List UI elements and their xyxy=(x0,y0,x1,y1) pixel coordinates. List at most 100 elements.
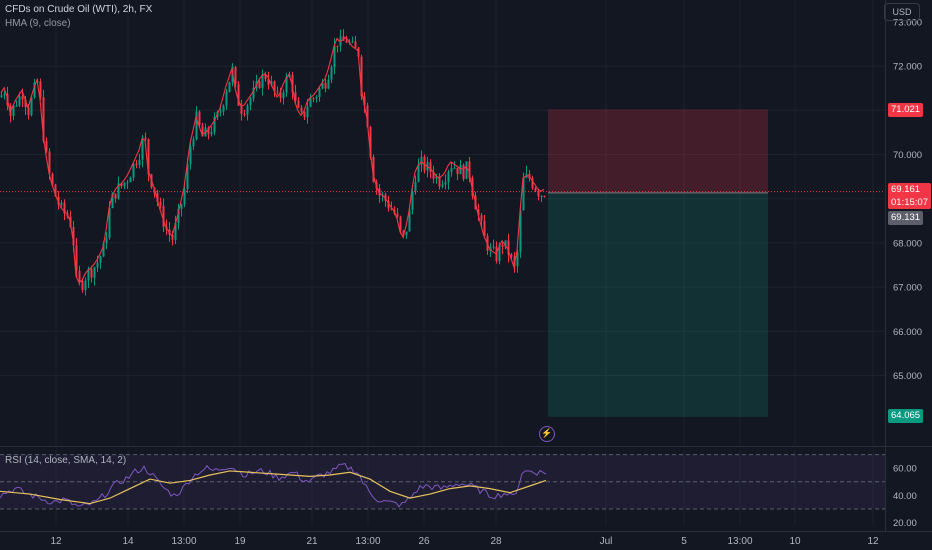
candle-body xyxy=(78,271,81,282)
candle-body xyxy=(390,208,393,210)
candle-body xyxy=(81,281,84,291)
last-price-value: 69.161 xyxy=(891,184,921,195)
candle-body xyxy=(24,99,27,108)
candle-body xyxy=(138,159,141,165)
time-axis-label: 13:00 xyxy=(355,536,380,547)
candle-body xyxy=(147,138,150,175)
rsi-axis-label: 20.00 xyxy=(893,518,917,529)
candle-body xyxy=(180,204,183,209)
candle-body xyxy=(531,178,534,188)
candle-body xyxy=(234,66,237,85)
candle-body xyxy=(519,210,522,252)
candle-body xyxy=(480,215,483,221)
candle-body xyxy=(423,156,426,171)
candle-body xyxy=(210,132,213,135)
candle-body xyxy=(360,56,363,97)
candle-body xyxy=(75,245,78,272)
candle-body xyxy=(93,267,96,278)
candle-body xyxy=(141,137,144,160)
candle-body xyxy=(267,79,270,85)
candle-body xyxy=(72,227,75,246)
time-axis-label: 26 xyxy=(418,536,430,547)
candle-body xyxy=(453,167,456,169)
candle-body xyxy=(30,97,33,116)
candle-body xyxy=(384,194,387,201)
time-axis-label: 13:00 xyxy=(171,536,196,547)
candle-body xyxy=(246,105,249,115)
candle-body xyxy=(123,182,126,187)
candle-body xyxy=(318,88,321,98)
candle-body xyxy=(303,111,306,118)
candle-body xyxy=(309,98,312,107)
rsi-legend[interactable]: RSI (14, close, SMA, 14, 2) xyxy=(5,455,127,466)
candle-body xyxy=(372,157,375,182)
candle-body xyxy=(327,79,330,89)
target-price-tag: 64.065 xyxy=(888,409,924,423)
candle-body xyxy=(102,243,105,257)
take-profit-zone xyxy=(548,192,768,417)
rsi-ma-line xyxy=(0,470,547,505)
candle-body xyxy=(516,251,519,267)
symbol-legend[interactable]: CFDs on Crude Oil (WTI), 2h, FX xyxy=(5,4,153,15)
candle-body xyxy=(195,111,198,140)
candle-body xyxy=(444,182,447,185)
candle-body xyxy=(237,84,240,106)
entry-price-tag: 69.131 xyxy=(888,211,924,225)
candle-body xyxy=(207,127,210,135)
hma-legend[interactable]: HMA (9, close) xyxy=(5,18,71,29)
candle-body xyxy=(507,240,510,255)
candle-body xyxy=(3,93,6,96)
candle-body xyxy=(144,137,147,139)
candle-body xyxy=(90,268,93,278)
candle-body xyxy=(33,82,36,98)
flash-icon[interactable]: ⚡ xyxy=(539,426,555,442)
time-axis-label: 14 xyxy=(122,536,134,547)
time-axis-label: 12 xyxy=(867,536,879,547)
candle-body xyxy=(96,262,99,268)
time-axis-label: 5 xyxy=(681,536,687,547)
candle-body xyxy=(129,177,132,183)
candle-body xyxy=(198,111,201,126)
candle-body xyxy=(162,205,165,227)
candle-body xyxy=(429,162,432,173)
price-axis-label: 73.000 xyxy=(893,17,922,28)
candle-body xyxy=(414,181,417,192)
candle-body xyxy=(537,190,540,197)
candle-body xyxy=(60,202,63,205)
candle-body xyxy=(462,165,465,179)
candle-body xyxy=(63,202,66,214)
candle-body xyxy=(345,40,348,43)
time-axis-label: 12 xyxy=(50,536,62,547)
candle-body xyxy=(378,188,381,196)
candle-body xyxy=(186,163,189,190)
time-axis-label: 19 xyxy=(234,536,246,547)
candle-body xyxy=(51,173,54,185)
candle-body xyxy=(42,97,45,142)
position-zones[interactable] xyxy=(548,109,768,417)
candle-body xyxy=(396,213,399,217)
rsi-axis-label: 60.00 xyxy=(893,464,917,475)
candle-body xyxy=(87,268,90,281)
price-axis-label: 67.000 xyxy=(893,283,922,294)
candle-body xyxy=(342,36,345,41)
candle-body xyxy=(159,201,162,206)
time-axis-label: Jul xyxy=(600,536,613,547)
candle-body xyxy=(12,105,15,117)
hma-polyline xyxy=(0,36,545,284)
currency-button[interactable]: USD xyxy=(884,3,920,21)
candle-body xyxy=(369,126,372,158)
time-axis-label: 13:00 xyxy=(727,536,752,547)
candle-body xyxy=(228,81,231,93)
candle-body xyxy=(405,231,408,236)
candle-body xyxy=(243,113,246,115)
stop-price-tag: 71.021 xyxy=(888,103,924,117)
rsi-axis-label: 40.00 xyxy=(893,491,917,502)
candle-body xyxy=(447,171,450,183)
candle-body xyxy=(249,98,252,106)
candle-body xyxy=(15,105,18,107)
candle-body xyxy=(222,105,225,112)
candle-body xyxy=(471,177,474,196)
candle-body xyxy=(450,168,453,172)
candle-body xyxy=(477,209,480,216)
